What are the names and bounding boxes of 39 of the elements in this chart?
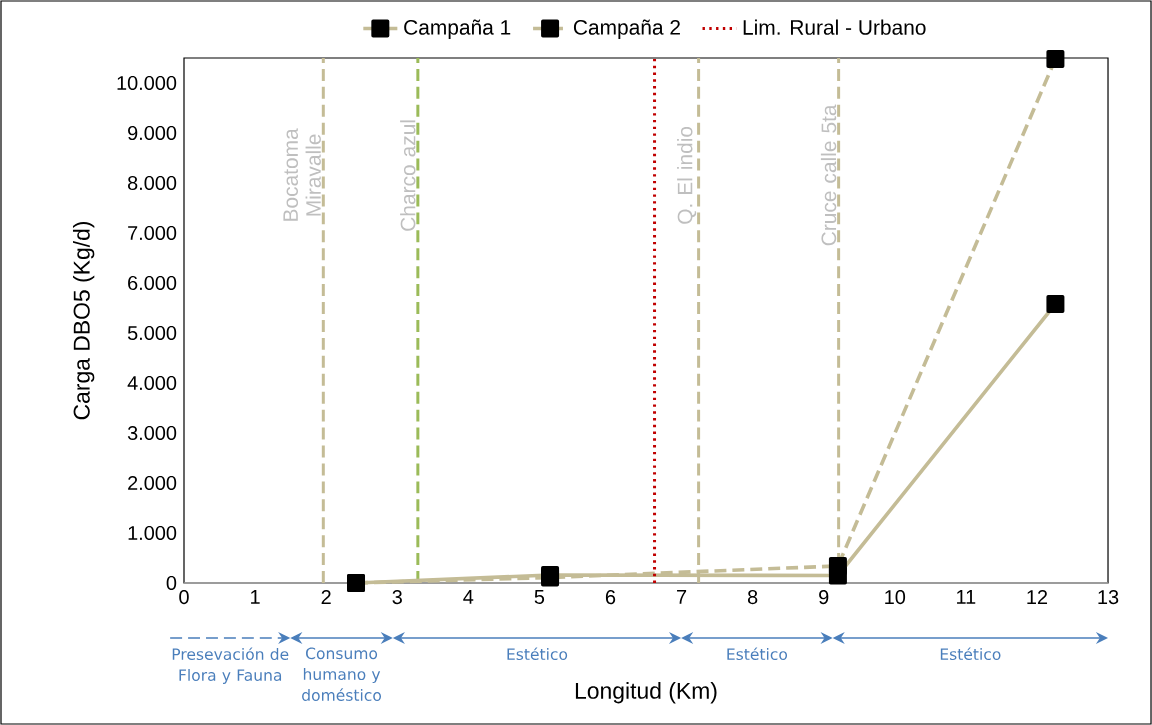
ref-line-label: Bocatoma Miravalle <box>283 128 321 221</box>
x-tick-label: 8 <box>747 590 758 605</box>
x-tick-label: 0 <box>179 590 189 605</box>
y-tick-label: 6.000 <box>128 275 177 291</box>
legend-label: Campaña 1 <box>404 19 511 39</box>
y-axis-title: Carga DBO5 (Kg/d) <box>72 221 95 420</box>
y-tick-label: 2.000 <box>128 475 177 491</box>
x-tick-label: 3 <box>392 590 402 605</box>
y-tick-label: 1.000 <box>128 525 177 541</box>
ref-line-label: Charco azul <box>400 120 416 231</box>
ref-line-label: Q. El indio <box>677 126 697 224</box>
x-tick-label: 2 <box>321 590 331 604</box>
x-tick-label: 13 <box>1098 590 1119 605</box>
x-tick-label: 5 <box>534 590 545 604</box>
x-tick-label: 9 <box>819 590 829 605</box>
y-tick-label: 3.000 <box>127 425 177 441</box>
y-tick-label: 10.000 <box>117 75 177 91</box>
legend-label: Lim. Rural - Urbano <box>743 19 926 35</box>
y-tick-label: 9.000 <box>128 125 177 141</box>
text: Consumo humano y doméstico <box>302 647 382 701</box>
x-tick-label: 4 <box>463 590 474 604</box>
y-tick-label: 5.000 <box>127 325 177 341</box>
text: Presevación de Flora y Fauna <box>172 647 289 684</box>
ref-line-label: Cruce calle 5ta <box>820 104 837 246</box>
text: Estético <box>507 647 568 661</box>
y-tick-label: 0 <box>166 575 177 591</box>
y-tick-label: 8.000 <box>127 175 177 191</box>
x-tick-label: 11 <box>957 590 976 604</box>
x-tick-label: 6 <box>605 590 616 605</box>
x-tick-label: 10 <box>885 590 906 605</box>
x-tick-label: 12 <box>1027 590 1048 604</box>
y-tick-label: 4.000 <box>127 375 177 391</box>
y-tick-label: 7.000 <box>128 225 177 241</box>
x-axis-title: Longitud (Km) <box>575 682 717 704</box>
text: Estético <box>727 647 788 661</box>
x-tick-label: 1 <box>251 590 260 604</box>
text: Estético <box>940 647 1001 661</box>
x-tick-label: 7 <box>677 590 687 604</box>
legend-label: Campaña 2 <box>573 19 680 39</box>
